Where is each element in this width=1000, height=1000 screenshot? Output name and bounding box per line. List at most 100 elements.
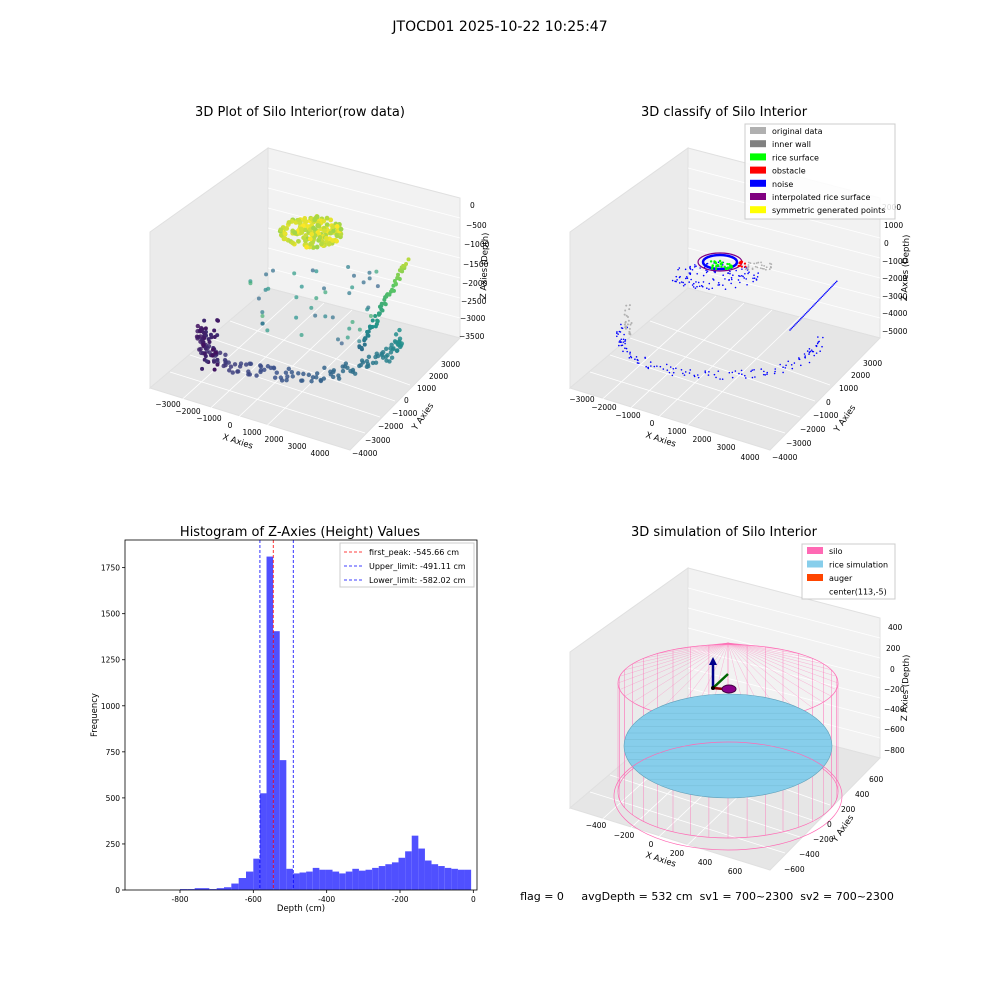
noise-point bbox=[696, 374, 699, 376]
histogram-legend: first_peak: -545.66 cm Upper_limit: -491.… bbox=[339, 542, 475, 588]
raw-point bbox=[347, 326, 352, 331]
svg-text:4000: 4000 bbox=[310, 449, 329, 458]
raw-data-points bbox=[194, 214, 411, 384]
noise-point bbox=[808, 351, 811, 354]
noise-point bbox=[755, 278, 758, 280]
raw-point bbox=[352, 371, 358, 376]
panel-simulation-ylabel: Y Axies bbox=[830, 813, 857, 845]
silo-wire bbox=[727, 642, 832, 697]
noise-point bbox=[803, 314, 806, 316]
svg-text:−3000: −3000 bbox=[569, 395, 595, 404]
raw-point bbox=[279, 378, 285, 383]
raw-point bbox=[389, 355, 395, 360]
rice-surface-point bbox=[728, 263, 731, 266]
noise-point bbox=[672, 371, 675, 374]
panel-simulation-y-ticks: −600 −400 −200 0 200 400 600 bbox=[784, 775, 884, 874]
original-point bbox=[757, 261, 760, 264]
noise-point bbox=[617, 333, 619, 335]
raw-point bbox=[339, 341, 344, 346]
noise-point bbox=[621, 327, 624, 330]
noise-point bbox=[802, 315, 804, 318]
rice-surface-point bbox=[714, 267, 718, 271]
obstacle-point bbox=[739, 261, 742, 264]
raw-point bbox=[385, 352, 390, 358]
silo-wire bbox=[727, 642, 837, 677]
noise-point bbox=[695, 265, 697, 267]
original-point bbox=[763, 268, 765, 270]
noise-point bbox=[741, 373, 743, 376]
noise-point bbox=[731, 371, 734, 374]
rice-surface-point bbox=[726, 262, 729, 266]
raw-point bbox=[334, 224, 340, 229]
noise-point bbox=[819, 297, 821, 300]
noise-point bbox=[713, 373, 716, 376]
histogram-bar bbox=[202, 888, 210, 890]
noise-point bbox=[752, 280, 754, 283]
raw-point bbox=[310, 239, 315, 245]
raw-point bbox=[223, 352, 228, 357]
noise-point bbox=[693, 375, 696, 378]
histogram-y-tick-label: 250 bbox=[106, 840, 121, 849]
raw-point bbox=[376, 312, 381, 317]
raw-point bbox=[346, 264, 351, 269]
noise-point bbox=[757, 272, 759, 274]
noise-point bbox=[798, 358, 801, 361]
noise-point bbox=[732, 274, 734, 277]
rice-surface-point bbox=[709, 260, 713, 263]
panel-classify-y-ticks: −4000 −3000 −2000 −1000 0 1000 2000 3000 bbox=[772, 359, 882, 462]
silo-wireframe bbox=[613, 642, 843, 851]
noise-point bbox=[808, 348, 811, 350]
classify-legend-label: symmetric generated points bbox=[772, 206, 885, 215]
original-point bbox=[623, 313, 626, 316]
silo-wire bbox=[619, 642, 729, 677]
noise-point bbox=[724, 278, 726, 280]
noise-point bbox=[791, 367, 794, 370]
histogram-y-tick-label: 500 bbox=[106, 794, 121, 803]
original-point bbox=[770, 263, 773, 266]
noise-point bbox=[690, 278, 692, 281]
noise-point bbox=[795, 322, 797, 325]
raw-point bbox=[380, 308, 385, 313]
noise-point bbox=[785, 364, 787, 367]
noise-point bbox=[644, 356, 646, 359]
raw-point bbox=[328, 230, 333, 236]
raw-point bbox=[285, 374, 290, 379]
raw-point bbox=[212, 359, 217, 364]
raw-point bbox=[312, 216, 318, 222]
raw-point bbox=[397, 327, 402, 333]
svg-text:0: 0 bbox=[826, 398, 831, 407]
noise-point bbox=[744, 272, 746, 275]
raw-point bbox=[302, 227, 308, 233]
svg-text:400: 400 bbox=[888, 623, 903, 632]
histogram-reference-lines bbox=[259, 540, 294, 890]
histogram-x-tick-label: 0 bbox=[471, 895, 476, 904]
raw-point bbox=[387, 292, 392, 297]
raw-point bbox=[373, 314, 378, 319]
noise-point bbox=[750, 370, 752, 373]
simulation-legend-label: auger bbox=[829, 574, 853, 583]
raw-point bbox=[366, 354, 372, 360]
panel-simulation-x-ticks: −400 −200 0 200 400 600 bbox=[586, 821, 743, 876]
original-point bbox=[628, 304, 631, 307]
noise-point bbox=[730, 278, 733, 281]
silo-wire bbox=[727, 642, 784, 650]
svg-text:4000: 4000 bbox=[740, 453, 759, 462]
histogram-bar bbox=[209, 889, 217, 890]
svg-text:−4000: −4000 bbox=[772, 453, 798, 462]
noise-point bbox=[671, 374, 674, 377]
noise-point bbox=[774, 368, 777, 370]
silo-wire bbox=[632, 642, 729, 703]
raw-point bbox=[274, 370, 279, 375]
noise-point bbox=[745, 278, 747, 280]
noise-point bbox=[717, 261, 720, 263]
noise-point bbox=[697, 281, 700, 284]
noise-point bbox=[782, 366, 784, 369]
original-point bbox=[627, 319, 630, 322]
rice-surface-point bbox=[723, 265, 726, 269]
svg-text:−2000: −2000 bbox=[800, 425, 826, 434]
svg-text:0: 0 bbox=[884, 239, 889, 248]
raw-point bbox=[304, 244, 309, 250]
raw-point bbox=[258, 368, 264, 373]
raw-point bbox=[323, 290, 328, 295]
svg-text:200: 200 bbox=[670, 849, 685, 858]
